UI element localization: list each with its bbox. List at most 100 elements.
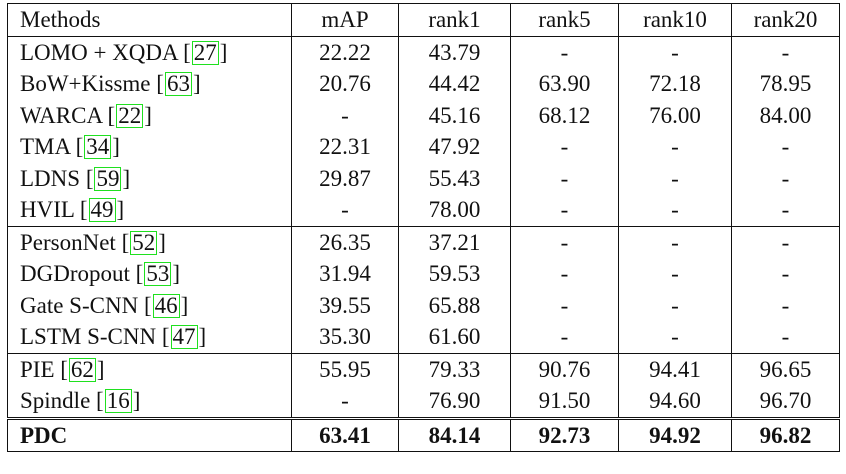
method-cell: LSTM S-CNN [47]: [7, 321, 292, 353]
column-header-map: mAP: [291, 3, 399, 37]
value-cell: 45.16: [398, 99, 511, 131]
value-cell: 76.90: [398, 385, 511, 418]
value-cell: 59.53: [398, 258, 511, 290]
value-cell: -: [510, 194, 619, 226]
method-cell: LOMO + XQDA [27]: [7, 36, 292, 68]
results-table: Methods mAP rank1 rank5 rank10 rank20 LO…: [7, 3, 840, 452]
value-cell: 55.95: [291, 352, 399, 385]
value-cell: -: [618, 258, 732, 290]
value-cell: -: [618, 131, 732, 163]
method-name: Gate S-CNN: [20, 292, 139, 318]
method-cell: DGDropout [53]: [7, 258, 292, 290]
method-cell: PersonNet [52]: [7, 225, 292, 258]
citation-link[interactable]: 52: [130, 229, 158, 255]
value-cell: 68.12: [510, 99, 619, 131]
value-cell: -: [618, 36, 732, 68]
value-cell: -: [291, 385, 399, 418]
value-cell: 37.21: [398, 225, 511, 258]
table-row: PDC 63.41 84.14 92.73 94.92 96.82: [7, 416, 840, 452]
value-cell: -: [618, 194, 732, 226]
value-cell: -: [510, 225, 619, 258]
table-row: BoW+Kissme [63] 20.76 44.42 63.90 72.18 78.95: [7, 68, 840, 100]
value-cell: 55.43: [398, 162, 511, 194]
method-cell: Spindle [16]: [7, 385, 292, 418]
value-cell: 84.14: [398, 416, 511, 452]
value-cell: -: [731, 289, 840, 321]
value-cell: 79.33: [398, 352, 511, 385]
table-row: HVIL [49] -78.00- - -: [7, 194, 840, 226]
citation-link[interactable]: 47: [170, 324, 198, 349]
value-cell: -: [731, 194, 840, 226]
method-name: LOMO + XQDA: [20, 39, 178, 65]
value-cell: 61.60: [398, 321, 511, 353]
value-cell: 90.76: [510, 352, 619, 385]
method-cell: WARCA [22]: [7, 99, 292, 131]
value-cell: 78.95: [731, 68, 840, 100]
column-header-rank10: rank10: [618, 3, 732, 37]
method-name: PDC: [20, 422, 68, 448]
table-row: Gate S-CNN [46] 39.55 65.88- - -: [7, 289, 840, 321]
value-cell: -: [510, 321, 619, 353]
value-cell: -: [731, 321, 840, 353]
column-header-rank1: rank1: [398, 3, 511, 37]
value-cell: -: [510, 258, 619, 290]
table-row: TMA [34] 22.31 47.92- - -: [7, 131, 840, 163]
method-cell: HVIL [49]: [7, 194, 292, 226]
value-cell: 35.30: [291, 321, 399, 353]
value-cell: -: [510, 289, 619, 321]
value-cell: -: [291, 99, 399, 131]
citation-link[interactable]: 34: [84, 134, 112, 159]
value-cell: 47.92: [398, 131, 511, 163]
value-cell: -: [731, 162, 840, 194]
table-row: PIE [62] 55.95 79.33 90.76 94.41 96.65: [7, 352, 840, 385]
value-cell: 92.73: [510, 416, 619, 452]
method-name: PIE: [20, 356, 55, 382]
table-row: DGDropout [53] 31.94 59.53- - -: [7, 258, 840, 290]
citation-link[interactable]: 63: [164, 71, 192, 96]
method-name: LDNS: [20, 165, 81, 191]
citation-link[interactable]: 59: [94, 165, 122, 191]
value-cell: -: [618, 225, 732, 258]
method-name: PersonNet: [20, 229, 116, 255]
value-cell: 94.92: [618, 416, 732, 452]
value-cell: 96.70: [731, 385, 840, 418]
table-row: LOMO + XQDA [27] 22.22 43.79- - -: [7, 36, 840, 68]
method-cell: LDNS [59]: [7, 162, 292, 194]
value-cell: 44.42: [398, 68, 511, 100]
citation-link[interactable]: 27: [191, 39, 219, 65]
method-cell: PDC: [7, 416, 292, 452]
value-cell: 96.65: [731, 352, 840, 385]
column-header-rank5: rank5: [510, 3, 619, 37]
citation-link[interactable]: 62: [68, 356, 96, 382]
table-row: Spindle [16] -76.90 91.50 94.60 96.70: [7, 385, 840, 418]
value-cell: -: [731, 131, 840, 163]
value-cell: 72.18: [618, 68, 732, 100]
value-cell: 63.41: [291, 416, 399, 452]
value-cell: -: [731, 225, 840, 258]
citation-link[interactable]: 46: [152, 292, 180, 318]
value-cell: 29.87: [291, 162, 399, 194]
method-name: TMA: [20, 134, 70, 159]
value-cell: -: [731, 36, 840, 68]
method-name: Spindle: [20, 388, 91, 413]
method-name: LSTM S-CNN: [20, 324, 157, 349]
value-cell: 94.41: [618, 352, 732, 385]
value-cell: 76.00: [618, 99, 732, 131]
method-name: HVIL: [20, 197, 75, 222]
citation-link[interactable]: 49: [88, 197, 116, 222]
value-cell: 78.00: [398, 194, 511, 226]
method-name: BoW+Kissme: [20, 71, 151, 96]
method-cell: TMA [34]: [7, 131, 292, 163]
value-cell: 84.00: [731, 99, 840, 131]
value-cell: 65.88: [398, 289, 511, 321]
citation-link[interactable]: 22: [116, 102, 144, 128]
value-cell: 96.82: [731, 416, 840, 452]
citation-link[interactable]: 16: [104, 388, 132, 413]
value-cell: 22.31: [291, 131, 399, 163]
citation-link[interactable]: 53: [144, 261, 172, 286]
method-cell: Gate S-CNN [46]: [7, 289, 292, 321]
value-cell: 31.94: [291, 258, 399, 290]
table-row: PersonNet [52] 26.35 37.21- - -: [7, 225, 840, 258]
table-body: LOMO + XQDA [27] 22.22 43.79- - - BoW+Kissme …: [7, 36, 840, 452]
value-cell: -: [618, 162, 732, 194]
